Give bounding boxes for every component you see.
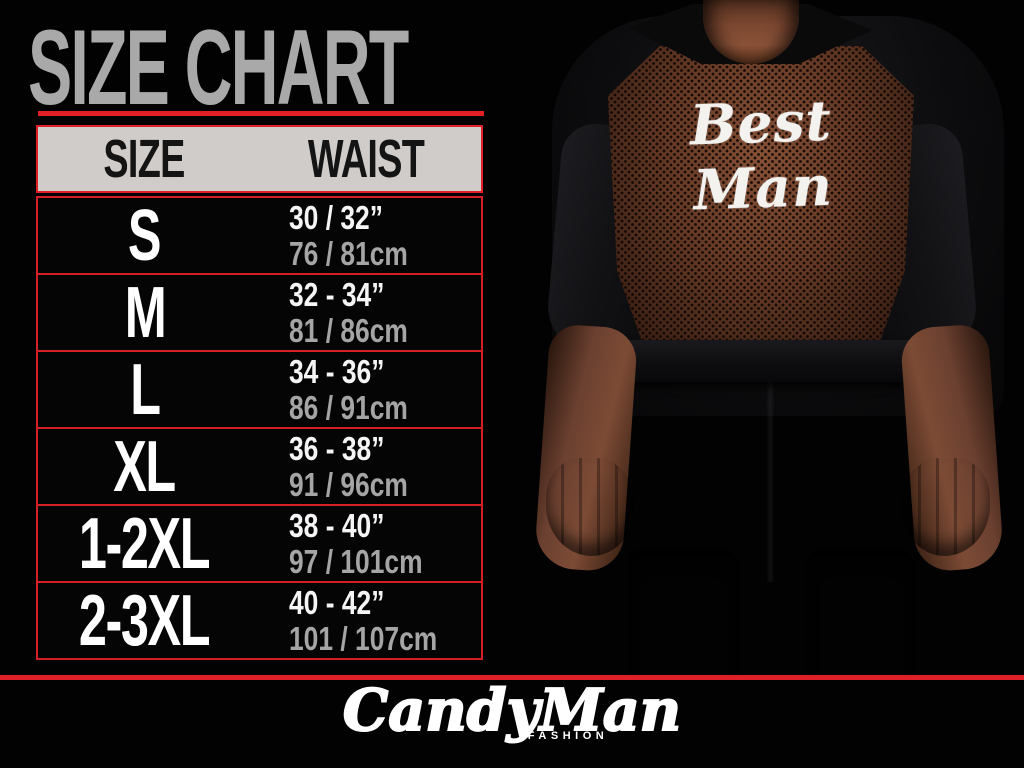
waist-inches: 30 / 32” [289,198,383,236]
size-cell: 2-3XL [38,585,251,657]
waist-cm: 86 / 91cm [289,388,408,426]
red-divider [0,675,1024,680]
model-photo: Best Man [500,0,1024,677]
table-header-waist-cell: WAIST [251,132,481,186]
brand-fashion-label: FASHION [527,730,609,742]
title-underline-rule [38,111,484,116]
waist-inches: 34 - 36” [289,352,385,390]
waist-cell: 36 - 38” 91 / 96cm [251,429,481,503]
size-label: L [129,349,161,430]
size-label: S [128,195,162,276]
robe-belt [604,340,934,382]
waist-cm: 91 / 96cm [289,465,408,503]
table-header: SIZE WAIST [36,125,483,193]
brand-logo: CandyMan FASHION [0,677,1024,744]
table-header-size-cell: SIZE [38,132,251,186]
waist-cell: 32 - 34” 81 / 86cm [251,275,481,349]
brand-name: CandyMan [342,677,682,744]
page-title: SIZE CHART [28,7,409,127]
waist-inches: 32 - 34” [289,275,385,313]
size-table: S 30 / 32” 76 / 81cm M 32 - 34” 81 / 86c… [36,196,483,660]
model-leg-right [806,548,918,677]
size-cell: M [38,277,251,349]
waist-cell: 40 - 42” 101 / 107cm [251,583,481,657]
size-cell: XL [38,431,251,503]
table-row: L 34 - 36” 86 / 91cm [36,350,483,429]
table-row: XL 36 - 38” 91 / 96cm [36,427,483,506]
size-label: M [124,272,166,353]
size-label: 1-2XL [79,503,211,584]
table-row: 1-2XL 38 - 40” 97 / 101cm [36,504,483,583]
waist-cm: 101 / 107cm [289,619,438,657]
waist-cell: 30 / 32” 76 / 81cm [251,198,481,272]
waist-cm: 97 / 101cm [289,542,423,580]
table-row: S 30 / 32” 76 / 81cm [36,196,483,275]
size-label: XL [113,426,177,507]
size-cell: L [38,354,251,426]
size-label: 2-3XL [79,580,211,661]
model-leg-left [626,548,742,677]
table-row: 2-3XL 40 - 42” 101 / 107cm [36,581,483,660]
size-cell: S [38,200,251,272]
mesh-back-panel [608,46,914,358]
waist-cm: 81 / 86cm [289,311,408,349]
waist-inches: 40 - 42” [289,583,385,621]
waist-cell: 34 - 36” 86 / 91cm [251,352,481,426]
model-hand-left [546,458,634,556]
best-man-print: Best Man [688,87,834,223]
waist-cell: 38 - 40” 97 / 101cm [251,506,481,580]
size-column-header: SIZE [103,129,186,189]
waist-inches: 38 - 40” [289,506,385,544]
table-row: M 32 - 34” 81 / 86cm [36,273,483,352]
waist-inches: 36 - 38” [289,429,385,467]
size-cell: 1-2XL [38,508,251,580]
waist-column-header: WAIST [307,129,425,189]
robe-skirt [594,374,948,590]
waist-cm: 76 / 81cm [289,234,408,272]
